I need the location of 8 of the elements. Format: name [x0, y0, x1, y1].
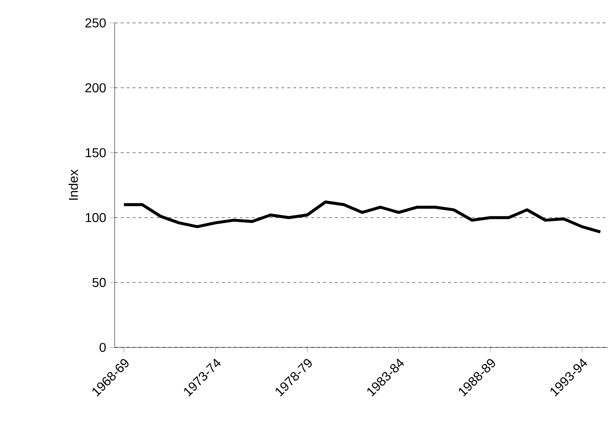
y-tick-label: 100: [86, 213, 106, 222]
y-tick-label: 150: [86, 148, 106, 158]
y-tick-label: 250: [85, 18, 106, 28]
y-tick-label: 200: [85, 83, 106, 92]
y-tick-label: 50: [92, 278, 106, 288]
y-tick-label: 0: [100, 342, 106, 352]
y-axis-title: Index: [68, 170, 78, 200]
line-series: [122, 200, 602, 234]
